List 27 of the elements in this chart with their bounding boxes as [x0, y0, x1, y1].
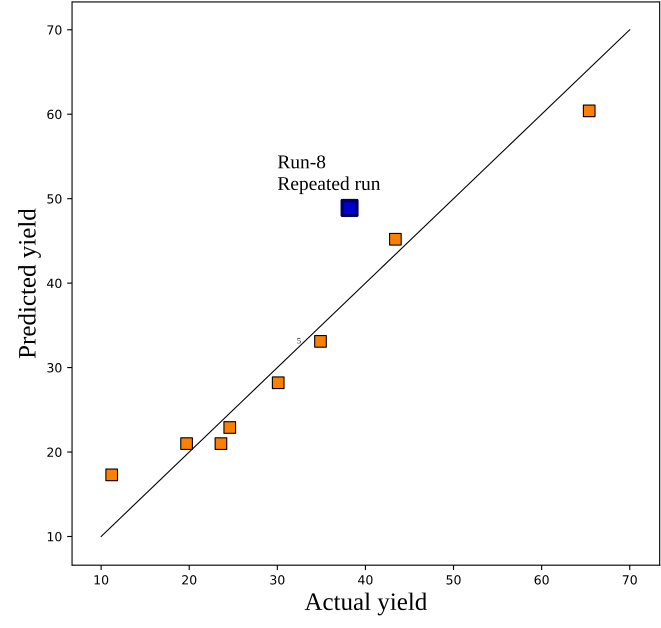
y-axis-title: Predicted yield — [18, 208, 41, 358]
x-tick-label: 40 — [358, 575, 373, 585]
annotation: Run-8 Repeated run — [278, 155, 380, 194]
x-tick-label: 50 — [446, 575, 461, 585]
point — [582, 104, 596, 118]
y-tick-label: 70 — [47, 25, 62, 35]
point — [389, 232, 402, 246]
x-tick-label: 30 — [270, 575, 284, 585]
x-tick-label: 60 — [534, 575, 549, 585]
x-tick-label: 20 — [182, 575, 196, 585]
y-tick-label: 60 — [47, 110, 62, 120]
x-axis-title: Actual yield — [304, 592, 427, 616]
annotation: 5 — [297, 338, 301, 344]
y-tick-label: 30 — [47, 363, 62, 372]
point — [105, 468, 118, 482]
point — [223, 421, 236, 434]
y-tick-label: 40 — [47, 278, 62, 288]
point — [314, 335, 327, 348]
point — [180, 437, 193, 450]
x-tick-label: 10 — [94, 575, 108, 585]
y-tick-label: 50 — [47, 194, 62, 204]
y-tick-label: 20 — [47, 448, 62, 457]
x-tick-label: 70 — [622, 575, 637, 585]
y-tick-label: 10 — [48, 532, 62, 542]
point — [272, 376, 285, 390]
point — [214, 437, 228, 450]
point — [340, 198, 359, 217]
